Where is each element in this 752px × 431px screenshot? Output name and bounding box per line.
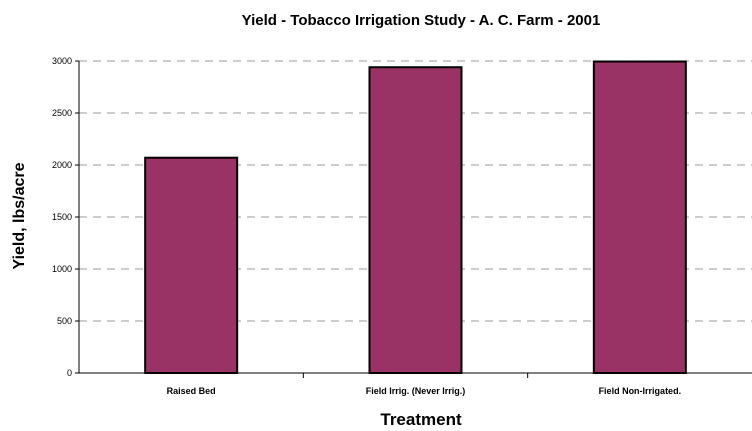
x-axis: Raised Bed Field Irrig. (Never Irrig.) Fie… <box>78 61 752 396</box>
y-tick-label: 2000 <box>52 160 72 170</box>
x-tick-label: Field Non-Irrigated. <box>599 386 682 396</box>
y-tick-label: 500 <box>57 316 72 326</box>
y-axis-ticks: 0 500 1000 1500 2000 2500 3000 <box>52 56 79 378</box>
bar <box>592 60 687 375</box>
y-tick-label: 3000 <box>52 56 72 66</box>
bars <box>144 60 687 375</box>
y-tick-label: 1500 <box>52 212 72 222</box>
y-tick-label: 0 <box>67 368 72 378</box>
bar <box>368 66 463 375</box>
y-tick-label: 1000 <box>52 264 72 274</box>
x-tick-label: Raised Bed <box>167 386 216 396</box>
bar <box>144 156 239 374</box>
chart-title: Yield - Tobacco Irrigation Study - A. C.… <box>242 12 601 29</box>
x-axis-title: Treatment <box>380 410 462 429</box>
x-tick-label: Field Irrig. (Never Irrig.) <box>366 386 466 396</box>
y-axis-title: Yield, lbs/acre <box>11 162 28 269</box>
y-tick-label: 2500 <box>52 108 72 118</box>
